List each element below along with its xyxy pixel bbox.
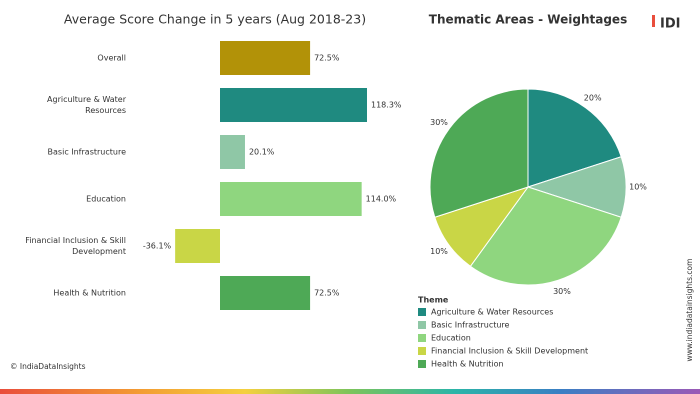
- value-label: 72.5%: [314, 289, 340, 298]
- category-label: Education: [86, 194, 126, 204]
- value-label: 20.1%: [249, 148, 275, 157]
- slice-label: 10%: [629, 183, 647, 192]
- legend-label: Education: [431, 334, 471, 343]
- category-label: Overall: [97, 53, 126, 63]
- legend-swatch: [418, 347, 426, 355]
- color-stripe: [0, 389, 700, 394]
- legend-label: Basic Infrastructure: [431, 321, 510, 330]
- bar: [220, 276, 311, 310]
- footer: © IndiaDataInsights: [10, 362, 86, 371]
- bar: [220, 135, 245, 169]
- legend-title: Theme: [418, 296, 449, 305]
- pie-slice: [527, 88, 622, 188]
- value-label: 114.0%: [366, 195, 397, 204]
- value-label: -36.1%: [143, 242, 172, 251]
- legend-label: Financial Inclusion & Skill Development: [431, 347, 588, 356]
- slice-label: 10%: [430, 247, 448, 256]
- slice-label: 30%: [430, 118, 448, 127]
- bar: [220, 41, 311, 75]
- category-label: Basic Infrastructure: [47, 147, 126, 157]
- bar: [220, 88, 367, 122]
- category-label: Agriculture & Water Resources: [47, 95, 126, 115]
- pie-title: Thematic Areas - Weightages: [429, 13, 627, 27]
- category-label: Health & Nutrition: [53, 288, 126, 298]
- pie-slice: [469, 186, 622, 286]
- legend-swatch: [418, 321, 426, 329]
- bar: [175, 229, 220, 263]
- bar-title: Average Score Change in 5 years (Aug 201…: [64, 12, 366, 27]
- legend-swatch: [418, 308, 426, 316]
- category-label: Financial Inclusion & Skill Development: [25, 236, 126, 256]
- legend-swatch: [418, 334, 426, 342]
- legend-label: Agriculture & Water Resources: [431, 308, 553, 317]
- value-label: 118.3%: [371, 101, 402, 110]
- slice-label: 30%: [553, 287, 571, 296]
- logo-mark: [652, 15, 655, 27]
- legend-swatch: [418, 360, 426, 368]
- logo: IDI: [660, 17, 680, 32]
- value-label: 72.5%: [314, 54, 340, 63]
- bar: [220, 182, 362, 216]
- website: www.indiadatainsights.com: [685, 259, 694, 362]
- slice-label: 20%: [584, 94, 602, 103]
- pie-slice: [429, 88, 529, 218]
- legend-label: Health & Nutrition: [431, 360, 504, 369]
